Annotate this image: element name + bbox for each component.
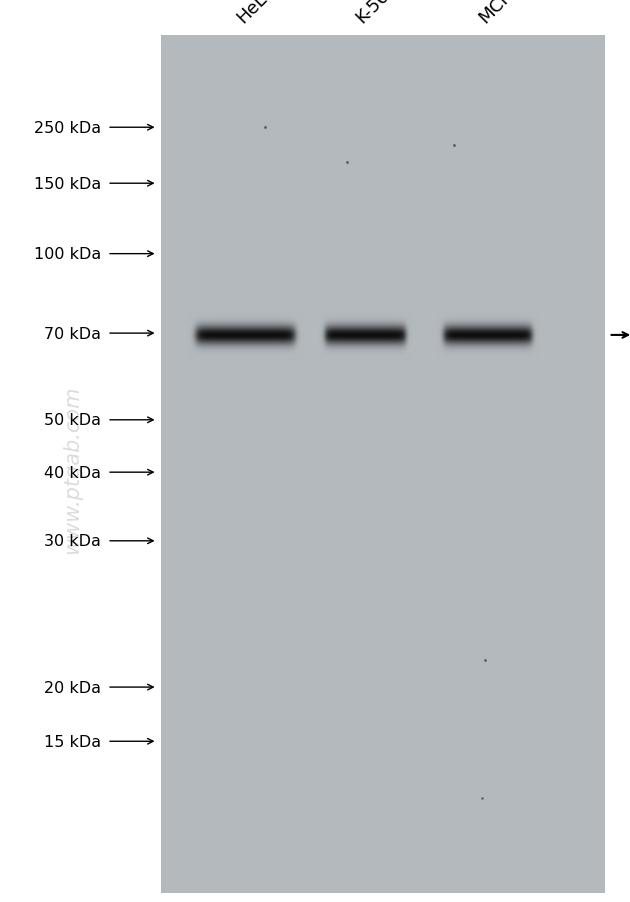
Text: 70 kDa: 70 kDa [44,327,101,341]
Text: 150 kDa: 150 kDa [33,177,101,191]
Text: 20 kDa: 20 kDa [44,680,101,695]
Text: www.ptgab.com: www.ptgab.com [62,385,83,553]
Text: 50 kDa: 50 kDa [44,413,101,428]
Text: 40 kDa: 40 kDa [44,465,101,480]
Text: HeLa: HeLa [233,0,278,27]
Text: 30 kDa: 30 kDa [44,534,101,548]
Text: 15 kDa: 15 kDa [43,734,101,749]
Text: K-562: K-562 [353,0,401,27]
Text: 250 kDa: 250 kDa [33,121,101,135]
Text: 100 kDa: 100 kDa [33,247,101,262]
Bar [161,36,605,893]
Text: MCF-7: MCF-7 [476,0,528,27]
